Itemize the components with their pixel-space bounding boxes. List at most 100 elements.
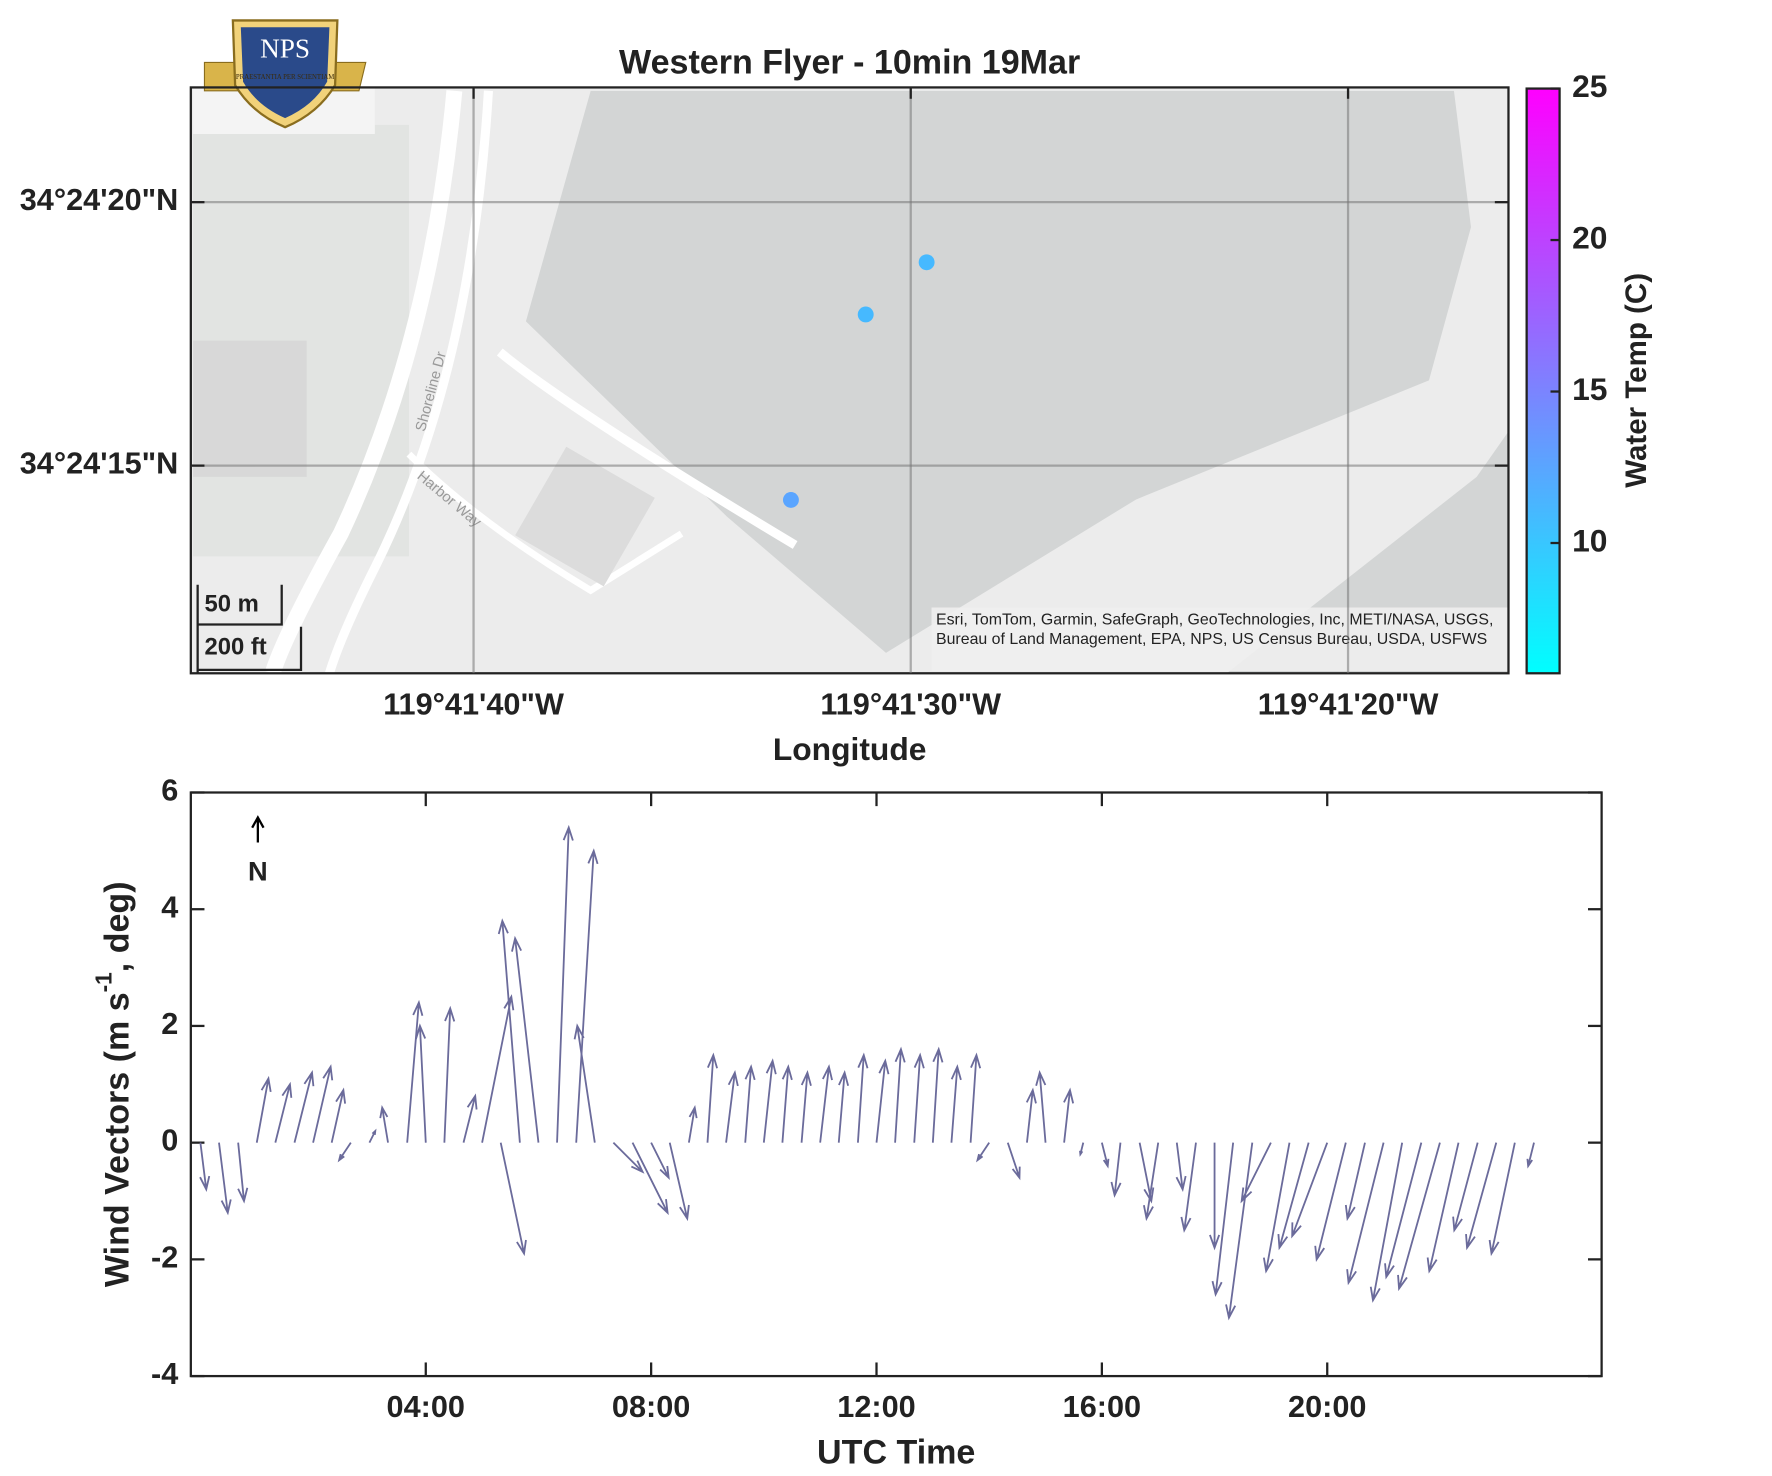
wind-arrow	[1100, 1142, 1110, 1169]
y-axis-label: Wind Vectors (m s-1, deg)	[91, 881, 137, 1287]
attribution: Esri, TomTom, Garmin, SafeGraph, GeoTech…	[931, 607, 1509, 672]
logo-shield-inner	[240, 27, 330, 119]
wind-arrow	[573, 1023, 596, 1143]
y-tick-label: -4	[151, 1357, 178, 1391]
wind-arrow	[875, 1058, 890, 1143]
y-tick-label: 0	[161, 1124, 178, 1158]
colorbar-label: Water Temp (C)	[1620, 273, 1653, 488]
x-tick-label: 12:00	[837, 1390, 915, 1424]
road	[496, 348, 798, 549]
wind-arrow	[819, 1064, 833, 1143]
map-overlay	[190, 87, 1509, 674]
wind-arrow	[1426, 1142, 1460, 1274]
y-tick-label: 2	[161, 1007, 178, 1041]
basemap: Shoreline Dr Harbor Way	[190, 87, 1509, 674]
wind-arrow	[1209, 1142, 1221, 1251]
attribution-box: Esri, TomTom, Garmin, SafeGraph, GeoTech…	[931, 607, 1509, 672]
wind-arrow	[293, 1070, 315, 1143]
wind-arrow	[650, 1142, 670, 1181]
y-tick-label: 34°24'20"N	[20, 183, 179, 217]
wind-arrow	[969, 1052, 982, 1143]
wind-arrow	[1465, 1142, 1498, 1251]
wind-arrow	[631, 1142, 669, 1216]
wind-arrow	[1397, 1142, 1441, 1292]
track-point	[857, 306, 874, 323]
colorbar-tick-label: 20	[1572, 219, 1607, 255]
wind-arrow	[725, 1069, 739, 1143]
wind-arrow	[1079, 1142, 1085, 1157]
x-tick-label: 119°41'20"W	[1258, 687, 1439, 721]
wind-arrow	[857, 1052, 869, 1143]
wind-arrow	[976, 1142, 990, 1163]
wind-arrow	[781, 1064, 793, 1143]
x-tick-label: 119°41'30"W	[820, 687, 1001, 721]
building	[193, 340, 307, 477]
building	[515, 446, 655, 587]
wind-arrow	[443, 1005, 456, 1143]
x-axis-label: Longitude	[773, 731, 927, 767]
wind-arrow	[1180, 1142, 1197, 1233]
y-tick-label: 6	[161, 774, 178, 808]
wind-arrow	[687, 1105, 698, 1143]
wind-arrow	[255, 1075, 272, 1143]
wind-arrow	[913, 1052, 925, 1143]
wind-arrow	[744, 1064, 756, 1143]
wind-arrow	[406, 999, 424, 1143]
wind-arrow	[950, 1064, 962, 1143]
x-axis-label: UTC Time	[817, 1433, 975, 1471]
wind-arrow	[612, 1142, 645, 1174]
north-arrow	[251, 815, 265, 843]
y-label-sup: -1	[91, 972, 117, 992]
water	[525, 90, 1471, 653]
wind-arrow	[1063, 1087, 1075, 1143]
wind-arrow	[762, 1058, 777, 1143]
colorbar-tick-label: 15	[1572, 371, 1607, 407]
wind-arrow	[1488, 1142, 1516, 1257]
wind-arrow	[837, 1069, 850, 1143]
wind-arrow	[312, 1064, 334, 1143]
y-tick-label: 4	[161, 890, 178, 924]
road	[265, 90, 463, 674]
wind-arrow	[462, 1093, 478, 1143]
wind-arrow	[499, 1142, 527, 1257]
wind-arrow	[1175, 1142, 1187, 1192]
wind-arrow	[1006, 1142, 1021, 1181]
y-tick-label: 34°24'15"N	[20, 447, 179, 481]
colorbar-tick-label: 10	[1572, 522, 1607, 558]
logo-motto: PRAESTANTIA PER SCIENTIAM	[236, 74, 334, 81]
wind-arrow	[274, 1081, 293, 1143]
wind-arrow	[1211, 1142, 1235, 1298]
wind-arrow	[1369, 1142, 1404, 1303]
road	[406, 451, 684, 595]
wind-arrow	[1138, 1142, 1155, 1204]
wind-arrow	[199, 1142, 211, 1192]
x-tick-label: 04:00	[387, 1390, 465, 1424]
wind-arrow	[337, 1142, 352, 1163]
wind-arrow	[497, 918, 521, 1143]
wind-arrow	[1452, 1142, 1479, 1233]
x-tick-label: 08:00	[612, 1390, 690, 1424]
annotation: N	[248, 855, 268, 886]
wind-arrow	[556, 824, 574, 1143]
logo-text: NPS	[260, 33, 310, 63]
wind-arrow	[1035, 1069, 1047, 1143]
scale-label: 200 ft	[204, 634, 266, 661]
wind-arrow	[1262, 1142, 1291, 1274]
wind-arrow	[1025, 1087, 1037, 1143]
wind-arrow	[1277, 1142, 1310, 1251]
wind-arrow	[706, 1052, 718, 1143]
wind-arrow	[415, 1023, 427, 1143]
scale-bar-lines	[196, 584, 303, 674]
wind-arrow	[237, 1142, 249, 1204]
x-tick-label: 20:00	[1288, 1390, 1366, 1424]
scale-bar: 50 m 200 ft	[196, 584, 303, 674]
wind-arrow	[1225, 1142, 1254, 1321]
wind-arrow	[1110, 1142, 1122, 1198]
colorbar-tick-label: 25	[1572, 68, 1607, 104]
y-label-after: , deg)	[98, 881, 136, 972]
wind-arrow	[511, 935, 540, 1143]
wind-arrow	[481, 994, 515, 1143]
wind-arrow	[218, 1142, 232, 1216]
colorbar	[1525, 87, 1561, 675]
